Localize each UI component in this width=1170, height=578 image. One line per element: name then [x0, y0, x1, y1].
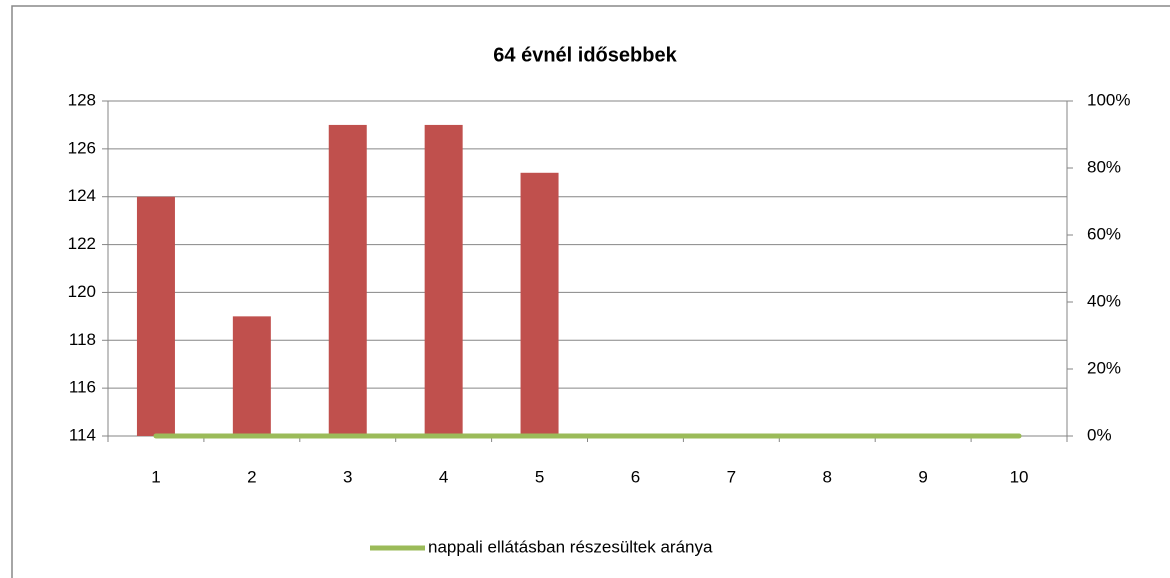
y-tick-label: 122 [68, 234, 96, 253]
x-tick-label: 2 [247, 467, 256, 486]
x-tick-label: 10 [1010, 467, 1029, 486]
y2-tick-label: 40% [1087, 291, 1121, 310]
y2-tick-label: 20% [1087, 358, 1121, 377]
y2-tick-label: 100% [1087, 90, 1130, 109]
bar [328, 124, 367, 436]
x-tick-label: 4 [439, 467, 448, 486]
x-tick-label: 5 [535, 467, 544, 486]
bar [232, 316, 271, 436]
x-tick-label: 1 [151, 467, 160, 486]
y-tick-label: 116 [69, 378, 96, 397]
y-tick-label: 118 [69, 330, 96, 349]
bar [136, 196, 175, 436]
y-tick-label: 128 [68, 90, 96, 109]
y-tick-label: 124 [68, 186, 96, 205]
y2-tick-label: 60% [1087, 224, 1121, 243]
x-tick-label: 6 [631, 467, 640, 486]
x-tick-label: 3 [343, 467, 352, 486]
x-tick-label: 8 [823, 467, 832, 486]
y2-tick-label: 80% [1087, 157, 1121, 176]
x-tick-label: 7 [727, 467, 736, 486]
y-tick-label: 126 [68, 138, 96, 157]
y-tick-label: 120 [68, 282, 96, 301]
y-tick-label: 114 [69, 425, 96, 444]
bar [424, 124, 463, 436]
x-tick-label: 9 [918, 467, 927, 486]
chart-title: 64 évnél idősebbek [493, 44, 677, 66]
bar [520, 172, 559, 437]
y2-tick-label: 0% [1087, 425, 1112, 444]
legend-label: nappali ellátásban részesültek aránya [428, 537, 713, 556]
